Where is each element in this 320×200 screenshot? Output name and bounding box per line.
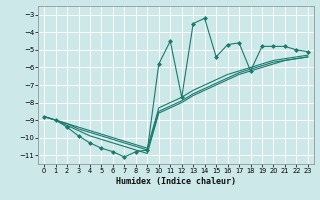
- X-axis label: Humidex (Indice chaleur): Humidex (Indice chaleur): [116, 177, 236, 186]
